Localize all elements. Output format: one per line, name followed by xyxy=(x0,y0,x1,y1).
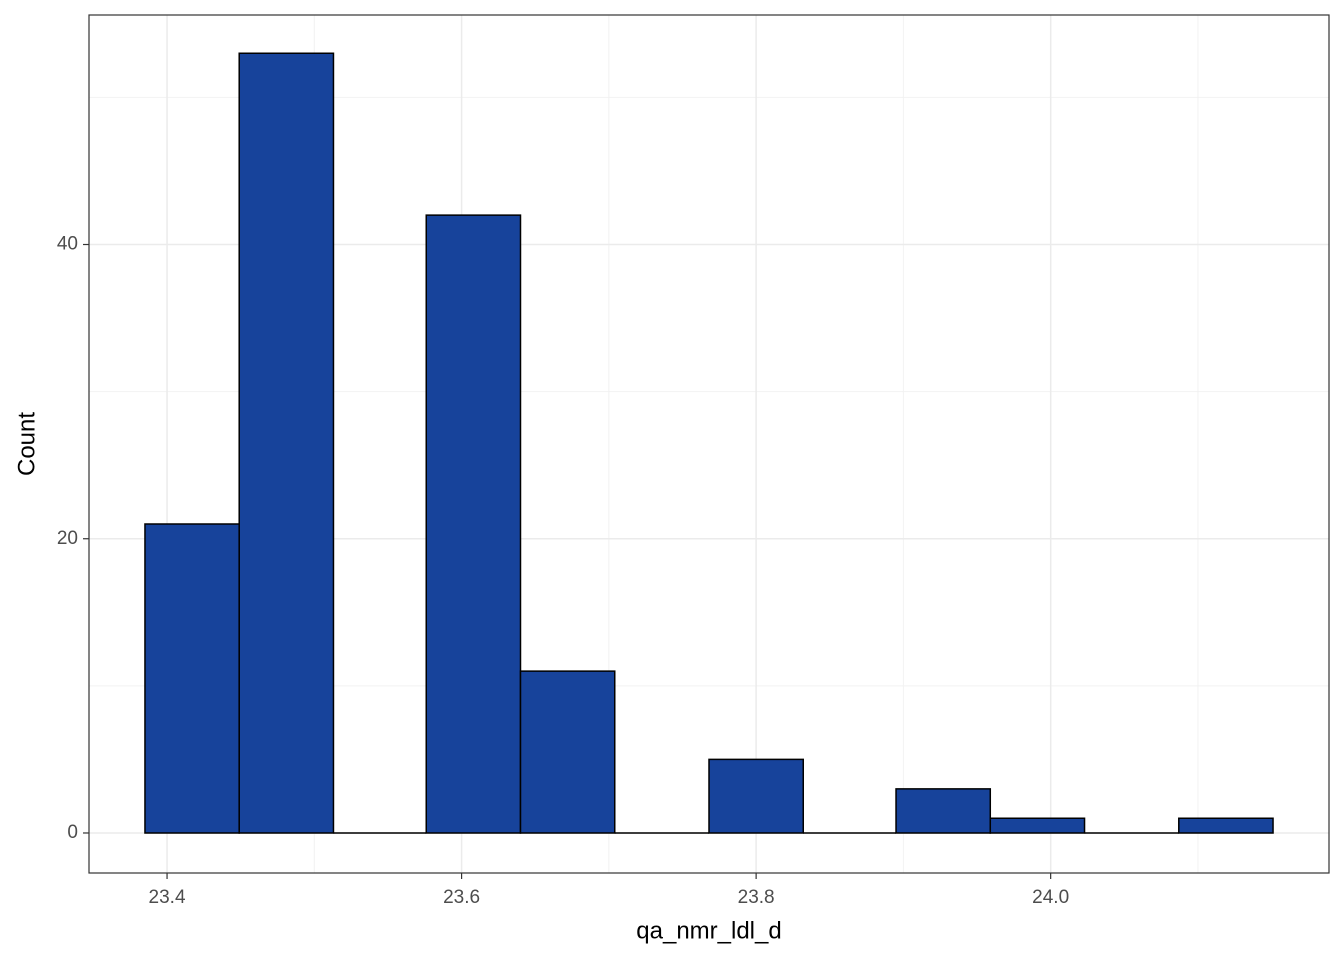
x-tick-label: 24.0 xyxy=(1032,887,1069,908)
x-axis-title: qa_nmr_ldl_d xyxy=(636,917,781,944)
bar xyxy=(425,214,522,834)
bar xyxy=(895,788,992,834)
panel-border xyxy=(88,14,1330,874)
y-tick-label: 20 xyxy=(57,528,78,549)
bar xyxy=(144,523,240,834)
bar xyxy=(1178,817,1274,834)
x-tick-label: 23.8 xyxy=(738,887,775,908)
bar xyxy=(708,758,805,834)
bar xyxy=(989,817,1086,834)
x-tick-label: 23.6 xyxy=(443,887,480,908)
y-axis-title: Count xyxy=(13,412,40,476)
x-tick-label: 23.4 xyxy=(149,887,186,908)
bar xyxy=(519,670,616,834)
y-tick-label: 40 xyxy=(57,234,78,255)
y-tick-label: 0 xyxy=(67,822,78,843)
bar xyxy=(238,52,335,834)
